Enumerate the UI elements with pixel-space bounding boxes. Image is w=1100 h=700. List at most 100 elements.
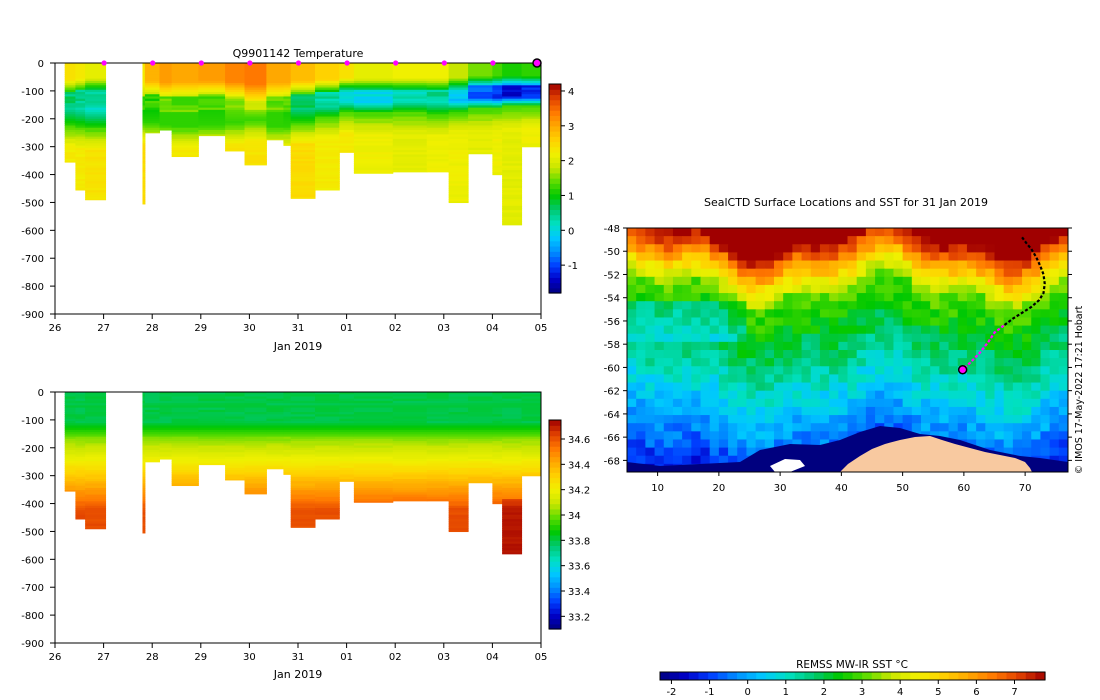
salinity-cell (502, 505, 523, 509)
salinity-cell (468, 398, 493, 402)
salinity-cell (144, 412, 160, 415)
salinity-cell (75, 510, 86, 514)
temperature-cell (142, 114, 146, 118)
temperature-cell (144, 123, 160, 127)
sst-cell (774, 260, 784, 270)
temperature-cell (290, 132, 316, 135)
sst-cell (718, 333, 729, 343)
temperature-cell (426, 141, 450, 144)
sst-cell (1012, 293, 1023, 302)
sst-cell (746, 398, 757, 408)
sst-colorbar-swatch (1035, 672, 1046, 680)
temperature-cell (502, 205, 523, 209)
sst-cell (783, 260, 793, 270)
sst-cell (893, 415, 904, 424)
salinity-cell (448, 398, 469, 402)
salinity-cell (502, 454, 523, 458)
temperature-cell (492, 172, 503, 176)
salinity-cell (392, 454, 428, 458)
salinity-cell (159, 400, 173, 404)
temperature-cell (244, 161, 267, 164)
sst-cell (838, 358, 849, 367)
sst-cell (672, 284, 683, 294)
salinity-cell (448, 423, 469, 427)
temperature-cell (64, 105, 76, 109)
sst-cell (627, 447, 637, 457)
temperature-cell (159, 98, 173, 102)
sst-cell (1003, 252, 1014, 262)
salinity-cell (244, 429, 267, 433)
salinity-cell (521, 454, 541, 458)
temperature-cell (468, 129, 493, 133)
temperature-cell (448, 103, 469, 106)
temperature-cell (448, 71, 469, 75)
sst-cell (957, 358, 968, 367)
temperature-cell (75, 96, 86, 100)
sst-cell (682, 447, 692, 457)
sst-cell (829, 317, 839, 327)
sst-cell (884, 276, 895, 286)
temperature-cell (448, 121, 469, 124)
salinity-cell (353, 432, 394, 435)
salinity-cell (225, 470, 246, 473)
salinity-colorbar-swatch (549, 524, 561, 531)
sst-cell (737, 366, 748, 375)
temperature-cell (75, 89, 86, 93)
salinity-cell (521, 394, 541, 398)
temperature-cell (468, 109, 493, 113)
temperature-cell (85, 136, 107, 140)
sst-cell (682, 431, 692, 441)
salinity-cell (75, 452, 86, 456)
sst-cell (1058, 309, 1068, 319)
salinity-cell (315, 436, 340, 440)
temperature-cell (492, 83, 503, 86)
salinity-cell (521, 472, 541, 476)
sst-cell (810, 317, 821, 327)
sst-cell (829, 333, 839, 343)
salinity-cell (492, 447, 503, 451)
sst-cell (829, 366, 839, 375)
sst-cell (1022, 374, 1032, 384)
temperature-cell (142, 125, 146, 129)
sst-cell (930, 350, 940, 359)
salinity-cell (492, 490, 503, 493)
salinity-cell (142, 499, 146, 502)
sst-cell (636, 455, 646, 465)
sst-cell (700, 333, 711, 343)
salinity-cell (353, 472, 394, 476)
sst-cell (985, 390, 996, 400)
temperature-cell (142, 74, 146, 77)
salinity-cell (448, 525, 469, 529)
temperature-cell (159, 109, 173, 113)
salinity-cell (75, 470, 86, 473)
sst-cell (783, 268, 793, 278)
temperature-cell (144, 118, 160, 122)
sst-cell (1058, 382, 1068, 392)
salinity-cell (244, 483, 267, 487)
temperature-cell (171, 141, 199, 144)
sst-cell (1012, 301, 1023, 310)
sst-cell (966, 293, 977, 302)
salinity-cell (266, 416, 284, 420)
temperature-cell (290, 165, 316, 169)
sst-cell (985, 268, 996, 278)
salinity-cell (521, 450, 541, 453)
temperature-cell (64, 125, 76, 129)
sst-cell (838, 325, 849, 335)
salinity-cell (468, 418, 493, 422)
salinity-cell (339, 436, 355, 440)
temperature-cell (426, 65, 450, 69)
sst-cell (829, 423, 839, 432)
sst-cell (672, 244, 683, 253)
temperature-cell (468, 125, 493, 129)
sst-cell (930, 236, 940, 245)
sst-cell (682, 236, 692, 245)
sst-cell (663, 268, 674, 278)
temperature-cell (448, 183, 469, 187)
salinity-cell (244, 481, 267, 485)
sst-cell (801, 439, 812, 449)
salinity-cell (283, 416, 292, 420)
sst-cell (948, 366, 959, 375)
salinity-cell (266, 394, 284, 398)
temperature-cell (353, 98, 394, 102)
